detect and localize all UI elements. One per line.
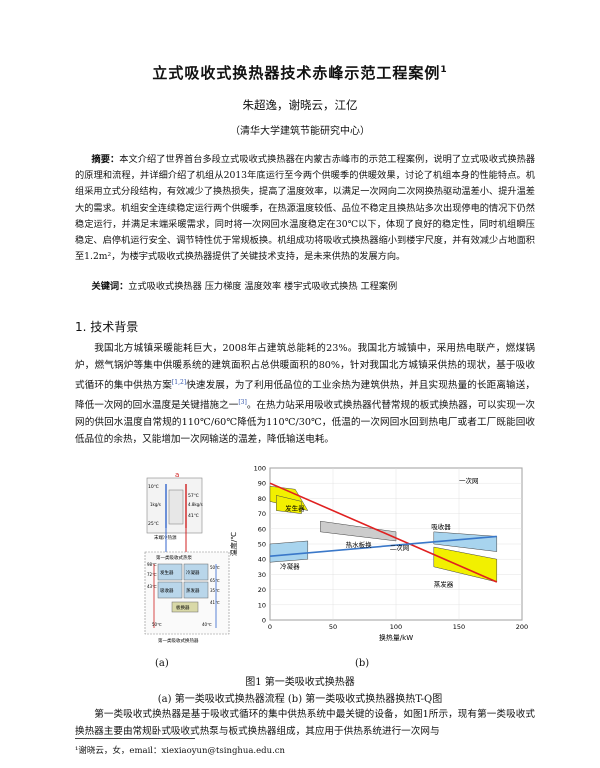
svg-text:冷凝器: 冷凝器 (186, 569, 200, 576)
figure-subcaption: (a) 第一类吸收式换热器流程 (b) 第一类吸收式换热器换热T-Q图 (157, 694, 443, 705)
keywords: 关键词：立式吸收式换热器 压力梯度 温度效率 楼宇式吸收式换热 工程案例 (75, 278, 535, 292)
x-tick-label: 0 (268, 623, 272, 631)
svg-text:4.8kg/s: 4.8kg/s (188, 502, 203, 507)
absorber-region (433, 531, 498, 552)
chart-annotation: 热水板换 (346, 540, 373, 549)
y-tick-label: 20 (258, 586, 266, 594)
abstract-label: 摘要： (91, 154, 120, 165)
abstract: 摘要：本文介绍了世界首台多段立式吸收式换热器在内蒙古赤峰市的示范工程案例，说明了… (75, 152, 535, 265)
y-tick-label: 50 (258, 541, 266, 549)
svg-text:43℃: 43℃ (147, 584, 157, 589)
svg-text:10℃: 10℃ (148, 484, 159, 490)
svg-text:50℃: 50℃ (210, 565, 220, 570)
x-tick-label: 200 (516, 623, 528, 631)
y-tick-label: 40 (258, 556, 266, 564)
y-tick-label: 70 (258, 510, 266, 518)
chart-annotation: 二次网 (390, 543, 410, 552)
subfigure-label-a: (a) (155, 658, 169, 669)
chart-annotation: 冷凝器 (280, 561, 300, 570)
svg-text:蒸发器: 蒸发器 (186, 587, 200, 594)
svg-text:板换器: 板换器 (176, 604, 190, 611)
svg-text:50℃: 50℃ (152, 622, 162, 627)
chart-annotation: 发生器 (285, 504, 305, 513)
svg-text:发生器: 发生器 (160, 569, 174, 576)
footnote-rule (75, 738, 195, 739)
svg-text:72℃: 72℃ (147, 572, 157, 577)
subfigure-label-b: (b) (355, 658, 370, 669)
figure-caption: 图1 第一类吸收式换热器 (245, 677, 355, 688)
footnote: ¹谢晓云，女，email：xiexiaoyun@tsinghua.edu.cn (75, 746, 286, 756)
generator-region (276, 495, 302, 514)
chart-annotation: 蒸发器 (434, 580, 454, 589)
x-tick-label: 150 (453, 623, 465, 631)
fig-a-label-a: a (175, 471, 179, 479)
section-body: 我国北方城镇采暖能耗巨大，2008年占建筑总能耗的23%。我国北方城镇中，采用热… (75, 343, 536, 446)
y-tick-label: 100 (254, 465, 266, 473)
paragraph-2: 第一类吸收式换热器是基于吸收式循环的集中供热系统中最关键的设备，如图1所示，现有… (75, 709, 535, 737)
x-tick-label: 100 (390, 623, 402, 631)
figure-a-schematic: a 10℃ 57℃ 4.8kg/s 41℃ 1kg/s 25℃ 末端冷热源 第一… (144, 471, 230, 644)
author-line: 朱超逸，谢晓云，江亿 (242, 98, 358, 112)
y-tick-label: 90 (258, 480, 266, 488)
series-line (269, 535, 497, 557)
hx-region (320, 520, 397, 542)
keywords-label: 关键词： (91, 281, 129, 292)
svg-text:65℃: 65℃ (210, 578, 220, 583)
fig-a-top-caption: 末端冷热源 (154, 534, 177, 541)
figure-b-tq-chart: 0 10 20 30 40 50 60 70 80 90 100 0 50 100 150 200 换热量/kW… (229, 465, 528, 643)
x-axis-label: 换热量/kW (379, 633, 413, 642)
y-tick-label: 0 (262, 617, 266, 625)
y-tick-label: 60 (258, 525, 266, 533)
citation-link[interactable]: [1,2] (171, 379, 187, 386)
y-tick-label: 80 (258, 495, 266, 503)
abstract-text: 本文介绍了世界首台多段立式吸收式换热器在内蒙古赤峰市的示范工程案例，说明了立式吸… (75, 154, 536, 263)
svg-text:吸收器: 吸收器 (160, 587, 174, 594)
evaporator-region (269, 540, 309, 563)
fig-a-bottom-label: 第一类吸收式换热器 (158, 637, 199, 644)
y-tick-label: 30 (258, 571, 266, 579)
x-tick-label: 50 (329, 623, 337, 631)
affiliation: （清华大学建筑节能研究中心） (230, 126, 370, 137)
condenser-region (433, 546, 498, 583)
citation-link[interactable]: [3] (238, 399, 247, 407)
chart-annotation: 吸收器 (431, 522, 451, 531)
svg-text:57℃: 57℃ (188, 493, 199, 499)
svg-text:35℃: 35℃ (210, 588, 220, 593)
section-heading: 1. 技术背景 (75, 320, 139, 334)
y-tick-label: 10 (258, 601, 266, 609)
svg-text:98℃: 98℃ (147, 562, 157, 567)
svg-text:41℃: 41℃ (188, 513, 199, 519)
paper-title: 立式吸收式换热器技术赤峰示范工程案例1 (152, 64, 448, 82)
svg-text:40℃: 40℃ (202, 622, 212, 627)
series-line (269, 482, 498, 583)
svg-text:第一类吸收式热泵: 第一类吸收式热泵 (156, 554, 192, 561)
svg-text:25℃: 25℃ (148, 521, 159, 527)
svg-text:1kg/s: 1kg/s (150, 502, 161, 507)
chart-annotation: 一次网 (459, 476, 479, 485)
svg-text:41℃: 41℃ (210, 600, 220, 605)
keywords-text: 立式吸收式换热器 压力梯度 温度效率 楼宇式吸收式换热 工程案例 (128, 281, 398, 292)
y-axis-label: 温度/℃ (229, 532, 238, 556)
